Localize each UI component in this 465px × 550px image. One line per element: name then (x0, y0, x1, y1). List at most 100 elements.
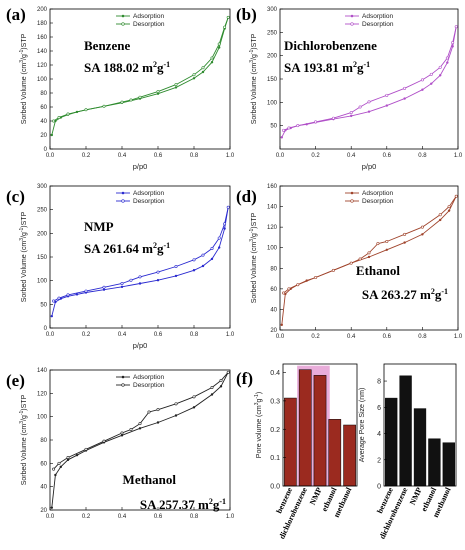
adsorption-point (192, 406, 196, 409)
x-tick-label: 0.2 (82, 514, 91, 520)
desorption-point (217, 42, 221, 46)
desorption-point (57, 461, 61, 465)
desorption-point (84, 108, 88, 112)
x-tick-label: 0.8 (190, 153, 199, 159)
desorption-point (282, 291, 286, 295)
desorption-point (102, 285, 106, 289)
desorption-point (138, 422, 142, 426)
surface-area-sa-label: SA 257.37 m (140, 497, 209, 512)
desorption-point (385, 93, 389, 97)
y-tick-label: 150 (37, 255, 48, 261)
y-tick-label: 140 (267, 205, 278, 211)
x-tick-label: 0.4 (118, 332, 127, 338)
desorption-point (296, 124, 300, 128)
y-axis-label: Average Pore Size (nm) (359, 388, 366, 463)
y-tick-label: 40 (270, 307, 277, 313)
adsorption-point (174, 86, 178, 89)
adsorption-point (50, 314, 53, 318)
surface-area-sa-unit: g (357, 60, 364, 75)
adsorption-point (403, 97, 406, 100)
legend-marker (121, 191, 125, 195)
y-tick-label: 0.0 (270, 484, 280, 491)
desorption-point (174, 83, 178, 87)
legend-marker (121, 375, 125, 379)
y-tick-label: 4 (377, 431, 381, 438)
plot-frame (383, 363, 457, 487)
desorption-point (296, 283, 300, 287)
adsorption-point (138, 427, 142, 430)
x-tick-label: 0.4 (347, 153, 356, 159)
adsorption-point (102, 288, 106, 291)
desorption-point (138, 275, 142, 279)
surface-area-sa-label: SA 263.27 m (362, 287, 431, 302)
desorption-point (129, 98, 133, 102)
x-tick-label: 1.0 (226, 332, 235, 338)
desorption-point (376, 242, 380, 246)
bar (313, 375, 327, 487)
y-tick-label: 8 (377, 379, 381, 386)
desorption-point (447, 205, 451, 209)
y-tick-label: 60 (40, 461, 47, 467)
bar (284, 397, 297, 487)
y-axis-label: Sorbed Volume (cm3/g-1)STP (19, 33, 28, 124)
y-axis-label-text: Sorbed Volume (cm (251, 242, 258, 304)
x-tick-label: 0.8 (418, 334, 427, 340)
desorption-point (147, 410, 151, 414)
desorption-point (358, 257, 362, 261)
surface-area-sa-sup: 2 (153, 241, 157, 250)
desorption-point (156, 408, 160, 412)
y-tick-label: 80 (270, 266, 277, 272)
desorption-point (66, 455, 70, 459)
y-tick-label: 140 (37, 368, 48, 374)
adsorption-point (192, 269, 196, 272)
y-tick-label: 300 (267, 7, 278, 13)
adsorption-point (447, 209, 451, 212)
adsorption-point (280, 136, 283, 139)
y-axis-label-superscript: -1 (19, 227, 25, 232)
y-tick-label: 250 (37, 208, 48, 214)
desorption-point (454, 194, 458, 198)
panel-letter: (d) (236, 187, 257, 206)
desorption-point (156, 270, 160, 274)
y-tick-label: 2 (377, 457, 381, 464)
surface-area-sa-label: SA 188.02 m (84, 60, 153, 75)
desorption-point (217, 236, 221, 240)
y-tick-label: 0.1 (270, 455, 280, 462)
surface-area-sa-unit: g (435, 287, 442, 302)
plot-frame (282, 363, 358, 487)
x-tick-label: 1.0 (454, 334, 463, 340)
desorption-point (84, 447, 88, 451)
y-axis-label-superscript: -1 (249, 49, 255, 54)
surface-area-sa-sup: 2 (431, 287, 435, 296)
y-tick-label: 150 (267, 77, 278, 83)
y-tick-label: 0 (44, 326, 48, 332)
desorption-point (358, 105, 362, 109)
x-tick-label: 0.4 (118, 153, 127, 159)
adsorption-point (421, 233, 424, 236)
adsorption-point (75, 293, 79, 296)
desorption-point (192, 73, 196, 77)
legend-marker (350, 22, 354, 26)
y-tick-label: 180 (37, 21, 48, 27)
desorption-point (226, 370, 230, 374)
adsorption-point (50, 133, 53, 137)
adsorption-point (138, 282, 142, 285)
surface-area-sa-sup: 2 (209, 497, 213, 506)
bar (428, 438, 441, 487)
adsorption-line (51, 17, 229, 136)
x-tick-label: 0.6 (154, 153, 163, 159)
y-axis-label-text: /g (21, 415, 28, 421)
desorption-point (438, 65, 442, 69)
adsorption-point (50, 506, 53, 509)
x-tick-label: 0.6 (383, 153, 392, 159)
pore-volume-chart: benzenedichlorobenzeneNMPethanolmethanol… (254, 363, 358, 540)
bar (328, 419, 342, 487)
desorption-point (403, 86, 407, 90)
adsorption-point (219, 385, 223, 388)
x-tick-label: 1.0 (226, 514, 235, 520)
y-axis-label-text: ) (256, 392, 263, 394)
desorption-point (429, 72, 433, 76)
desorption-point (120, 431, 124, 435)
adsorption-point (201, 70, 205, 74)
